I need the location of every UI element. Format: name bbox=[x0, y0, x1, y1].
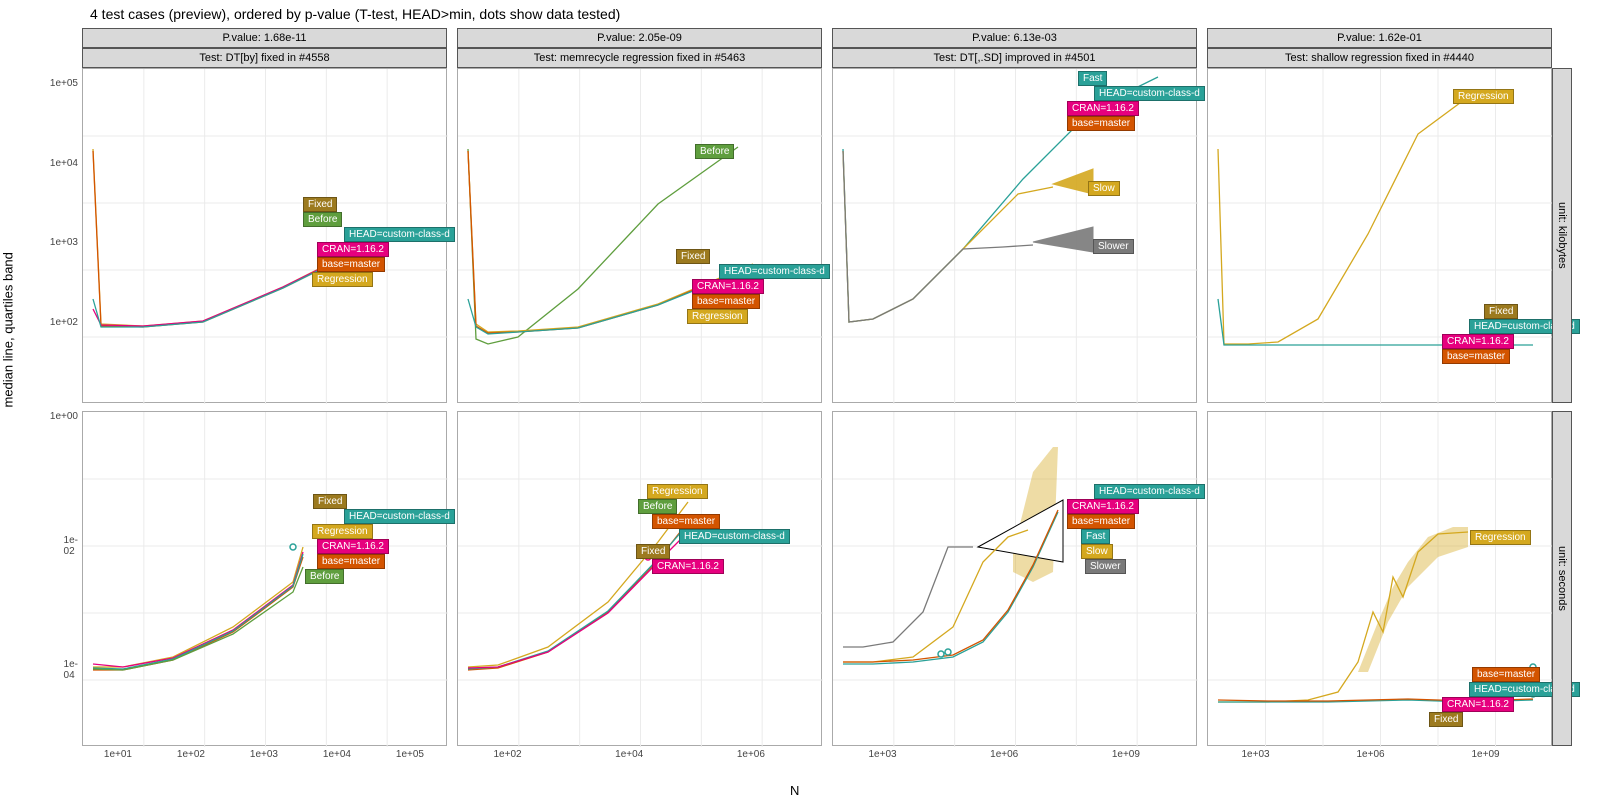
strip-pvalue: P.value: 1.68e-11 bbox=[82, 28, 447, 48]
x-tick: 1e+01 bbox=[104, 749, 132, 760]
series-label: Slow bbox=[1081, 544, 1113, 559]
series-label: HEAD=custom-class-d bbox=[344, 509, 455, 524]
y-tick: 1e+02 bbox=[50, 317, 78, 328]
series-label: Regression bbox=[1470, 530, 1531, 545]
series-label: base=master bbox=[652, 514, 720, 529]
series-label: Regression bbox=[312, 524, 373, 539]
strip-pvalue: P.value: 1.62e-01 bbox=[1207, 28, 1552, 48]
series-label: Slow bbox=[1088, 181, 1120, 196]
strip-test: Test: shallow regression fixed in #4440 bbox=[1207, 48, 1552, 68]
series-label: Before bbox=[303, 212, 342, 227]
series-label: base=master bbox=[692, 294, 760, 309]
series-label: Slower bbox=[1085, 559, 1126, 574]
x-tick: 1e+03 bbox=[869, 749, 897, 760]
series-label: Before bbox=[695, 144, 734, 159]
series-label: Fixed bbox=[313, 494, 347, 509]
series-label: Regression bbox=[647, 484, 708, 499]
x-tick: 1e+06 bbox=[737, 749, 765, 760]
series-label: CRAN=1.16.2 bbox=[1442, 334, 1514, 349]
series-label: CRAN=1.16.2 bbox=[1067, 499, 1139, 514]
series-label: Fast bbox=[1081, 529, 1110, 544]
y-tick: 1e+05 bbox=[50, 78, 78, 89]
series-label: CRAN=1.16.2 bbox=[1442, 697, 1514, 712]
panel: BeforeFixedHEAD=custom-class-dCRAN=1.16.… bbox=[457, 68, 822, 403]
x-axis-label: N bbox=[790, 783, 799, 798]
x-tick: 1e+02 bbox=[177, 749, 205, 760]
y-tick: 1e+03 bbox=[50, 237, 78, 248]
strip-pvalue: P.value: 6.13e-03 bbox=[832, 28, 1197, 48]
series-label: Fixed bbox=[1484, 304, 1518, 319]
y-tick: 1e+00 bbox=[50, 411, 78, 422]
series-label: base=master bbox=[1067, 116, 1135, 131]
x-tick: 1e+05 bbox=[396, 749, 424, 760]
y-tick: 1e-02 bbox=[64, 535, 78, 557]
series-label: HEAD=custom-class-d bbox=[344, 227, 455, 242]
x-tick: 1e+06 bbox=[1357, 749, 1385, 760]
series-label: base=master bbox=[1067, 514, 1135, 529]
series-label: base=master bbox=[317, 554, 385, 569]
x-tick: 1e+02 bbox=[494, 749, 522, 760]
panel: Regressionbase=masterHEAD=custom-class-d… bbox=[1207, 411, 1552, 746]
strip-unit: unit: kilobytes bbox=[1552, 68, 1572, 403]
series-label: Regression bbox=[312, 272, 373, 287]
series-label: Before bbox=[638, 499, 677, 514]
series-label: Fixed bbox=[303, 197, 337, 212]
x-tick: 1e+06 bbox=[990, 749, 1018, 760]
series-label: Before bbox=[305, 569, 344, 584]
series-label: HEAD=custom-class-d bbox=[1094, 484, 1205, 499]
panel: RegressionFixedHEAD=custom-class-dCRAN=1… bbox=[1207, 68, 1552, 403]
strip-unit: unit: seconds bbox=[1552, 411, 1572, 746]
x-tick: 1e+04 bbox=[615, 749, 643, 760]
panel: FixedHEAD=custom-class-dRegressionCRAN=1… bbox=[82, 411, 447, 746]
x-tick: 1e+03 bbox=[1242, 749, 1270, 760]
series-label: CRAN=1.16.2 bbox=[652, 559, 724, 574]
y-tick: 1e-04 bbox=[64, 659, 78, 681]
panel: FastHEAD=custom-class-dCRAN=1.16.2base=m… bbox=[832, 68, 1197, 403]
series-label: Fixed bbox=[636, 544, 670, 559]
series-label: base=master bbox=[1442, 349, 1510, 364]
x-tick: 1e+03 bbox=[250, 749, 278, 760]
series-label: Fast bbox=[1078, 71, 1107, 86]
panel: FixedBeforeHEAD=custom-class-dCRAN=1.16.… bbox=[82, 68, 447, 403]
x-tick: 1e+04 bbox=[323, 749, 351, 760]
series-label: CRAN=1.16.2 bbox=[317, 539, 389, 554]
series-label: base=master bbox=[1472, 667, 1540, 682]
strip-test: Test: memrecycle regression fixed in #54… bbox=[457, 48, 822, 68]
panel: RegressionBeforebase=masterHEAD=custom-c… bbox=[457, 411, 822, 746]
series-label: base=master bbox=[317, 257, 385, 272]
series-label: HEAD=custom-class-d bbox=[1094, 86, 1205, 101]
series-label: HEAD=custom-class-d bbox=[719, 264, 830, 279]
panel: HEAD=custom-class-dCRAN=1.16.2base=maste… bbox=[832, 411, 1197, 746]
facet-grid: P.value: 1.68e-11Test: DT[by] fixed in #… bbox=[82, 28, 1584, 770]
x-tick: 1e+09 bbox=[1472, 749, 1500, 760]
y-axis-label: median line, quartiles band bbox=[1, 252, 16, 407]
strip-test: Test: DT[,.SD] improved in #4501 bbox=[832, 48, 1197, 68]
series-label: HEAD=custom-class-d bbox=[679, 529, 790, 544]
y-tick: 1e+04 bbox=[50, 158, 78, 169]
series-label: Regression bbox=[687, 309, 748, 324]
chart-title: 4 test cases (preview), ordered by p-val… bbox=[90, 6, 620, 22]
series-label: Fixed bbox=[676, 249, 710, 264]
series-label: Regression bbox=[1453, 89, 1514, 104]
series-label: CRAN=1.16.2 bbox=[317, 242, 389, 257]
series-label: Slower bbox=[1093, 239, 1134, 254]
strip-test: Test: DT[by] fixed in #4558 bbox=[82, 48, 447, 68]
series-label: Fixed bbox=[1429, 712, 1463, 727]
strip-pvalue: P.value: 2.05e-09 bbox=[457, 28, 822, 48]
series-label: CRAN=1.16.2 bbox=[1067, 101, 1139, 116]
series-label: CRAN=1.16.2 bbox=[692, 279, 764, 294]
x-tick: 1e+09 bbox=[1112, 749, 1140, 760]
